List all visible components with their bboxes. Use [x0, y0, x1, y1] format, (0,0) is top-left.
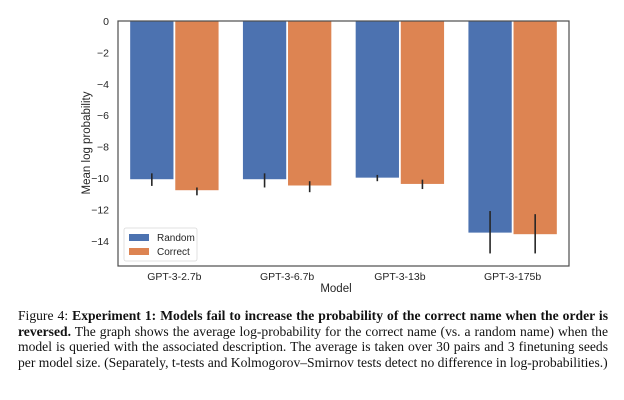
- y-tick-label: −2: [97, 47, 109, 59]
- y-tick-label: −8: [97, 142, 109, 154]
- y-tick-label: −14: [91, 236, 109, 248]
- bar-random-3: [354, 20, 400, 179]
- caption-label: Figure 4:: [18, 308, 73, 323]
- axes-layer: GPT-3-2.7b GPT-3-6.7b GPT-3-13b GPT-3-175b 0…: [91, 16, 570, 283]
- y-tick-label: −4: [97, 79, 109, 91]
- legend: Random Correct: [123, 227, 198, 262]
- x-tick-label: GPT-3-13b: [374, 271, 426, 283]
- legend-label-random: Random: [157, 233, 195, 244]
- error-bars-layer: [151, 173, 536, 254]
- y-tick-label: 0: [103, 16, 109, 28]
- bar-correct-4: [512, 20, 558, 235]
- bar-chart: GPT-3-2.7b GPT-3-6.7b GPT-3-13b GPT-3-175b 0…: [81, 16, 570, 295]
- figure-caption: Figure 4: Experiment 1: Models fail to i…: [18, 308, 608, 370]
- legend-label-correct: Correct: [157, 247, 190, 258]
- x-tick-label: GPT-3-2.7b: [147, 271, 201, 283]
- bar-random-1: [129, 20, 175, 181]
- bar-correct-2: [287, 20, 333, 187]
- x-tick-label: GPT-3-6.7b: [260, 271, 314, 283]
- y-tick-label: −6: [97, 110, 109, 122]
- legend-swatch-random: [129, 234, 149, 241]
- caption-body: The graph shows the average log-probabil…: [18, 323, 608, 370]
- legend-swatch-correct: [129, 248, 149, 255]
- bar-random-4: [467, 20, 513, 234]
- x-tick-label: GPT-3-175b: [484, 271, 541, 283]
- bars-layer: [129, 20, 558, 235]
- plot-frame: [117, 20, 570, 267]
- y-tick-label: −10: [91, 173, 109, 185]
- bar-correct-3: [399, 20, 445, 185]
- bar-random-2: [242, 20, 288, 181]
- y-axis-label: Mean log probability: [81, 91, 93, 194]
- x-axis-label: Model: [320, 283, 351, 295]
- caption-title: Experiment 1: Models fail to increase th…: [18, 308, 608, 339]
- y-tick-label: −12: [91, 204, 109, 216]
- bar-correct-1: [174, 20, 220, 192]
